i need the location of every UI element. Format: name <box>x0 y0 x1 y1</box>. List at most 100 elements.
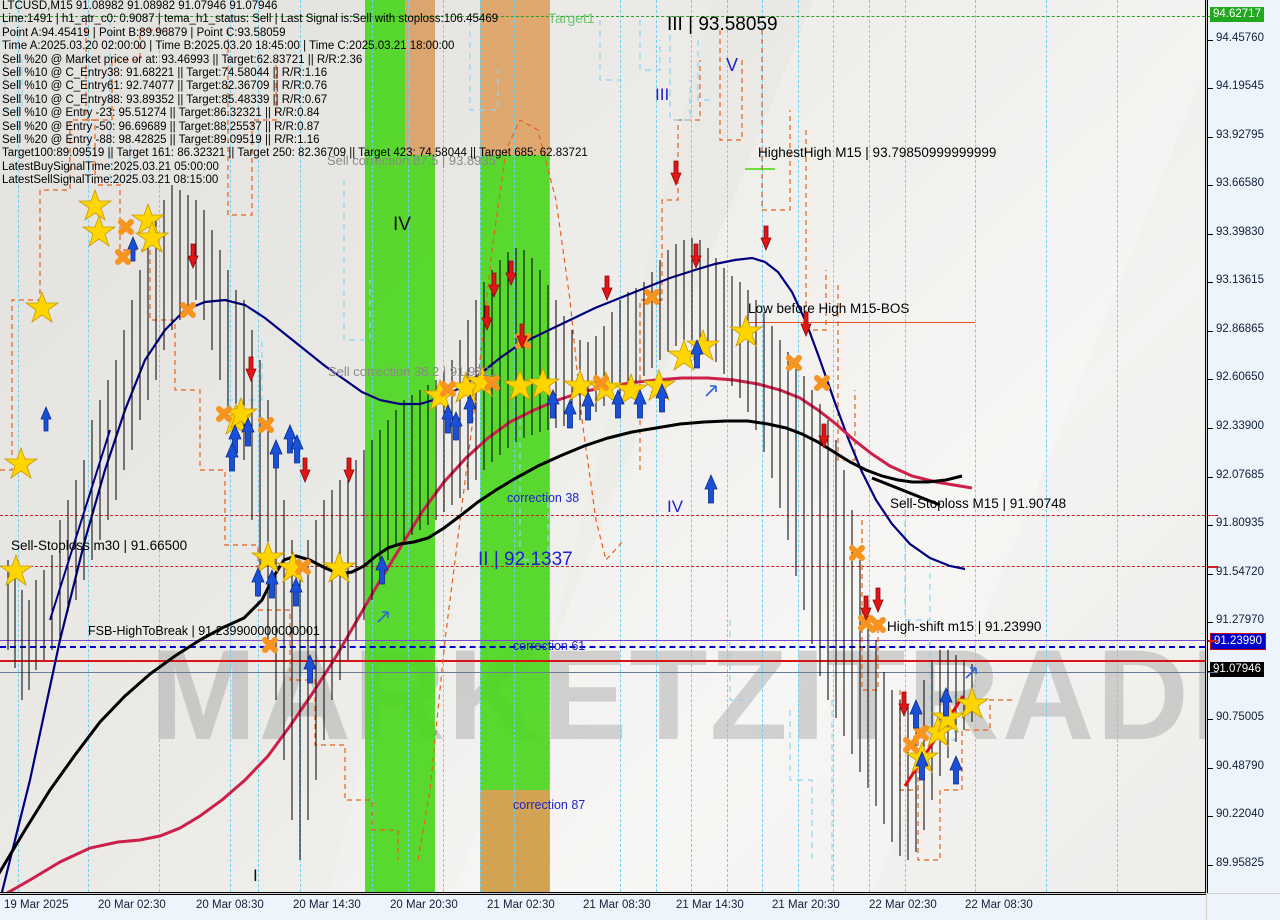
level-line-high-shift-m15-blue <box>0 646 1205 648</box>
annotation-wave-4-right: IV <box>667 497 684 516</box>
level-line-sell-stoploss-m30 <box>0 566 1205 567</box>
sell-arrow-markers <box>187 160 910 718</box>
info-line: Time A:2025.03.20 02:00:00 | Time B:2025… <box>2 40 455 53</box>
level-line-fsb-high-to-break <box>0 640 1205 641</box>
time-gridline <box>18 0 19 892</box>
price-tick-label: 93.92795 <box>1216 129 1264 141</box>
annotation-correction-38: correction 38 <box>507 491 580 505</box>
annotation-sell-correction-875: Sell correction 87.5 | 93.8935 <box>327 153 496 168</box>
session-band-orange-1 <box>480 0 550 155</box>
ma-black-line <box>0 419 963 875</box>
price-badge-bid: 91.07946 <box>1210 662 1264 677</box>
level-line-bid <box>0 660 1205 662</box>
trendline-black <box>871 476 941 507</box>
time-tick-label: 20 Mar 08:30 <box>196 899 264 911</box>
axis-marker-red-dashed <box>1208 515 1218 516</box>
info-line: LatestSellSignalTime:2025.03.21 08:15:00 <box>2 174 219 187</box>
level-line-target1 <box>0 16 1205 17</box>
annotation-wave-5: V <box>726 55 739 75</box>
buy-arrow-markers <box>40 235 963 785</box>
time-gridline <box>620 0 621 892</box>
time-gridline <box>975 0 976 892</box>
time-tick-label: 20 Mar 20:30 <box>390 899 458 911</box>
price-tick-label: 89.95825 <box>1216 857 1264 869</box>
time-gridline <box>159 0 160 892</box>
level-line-sell-stoploss-m15 <box>0 515 1205 516</box>
time-gridline <box>727 0 728 892</box>
price-tick-label: 94.19545 <box>1216 80 1264 92</box>
info-line: Sell %10 @ C_Entry61: 92.74077 || Target… <box>2 80 328 93</box>
info-line: Sell %10 @ C_Entry88: 93.89352 || Target… <box>2 93 328 106</box>
chart-graphics <box>0 20 1012 892</box>
time-gridline <box>514 0 515 892</box>
time-gridline <box>691 0 692 892</box>
time-tick-label: 21 Mar 20:30 <box>772 899 840 911</box>
annotation-sell-stoploss-m15: Sell-Stoploss M15 | 91.90748 <box>890 496 1067 511</box>
annotation-highest-high: HighestHigh M15 | 93.79850999999999 <box>758 145 997 160</box>
price-tick-label: 90.75005 <box>1216 711 1264 723</box>
time-gridline <box>798 0 799 892</box>
annotation-wave-3: III <box>655 85 670 104</box>
star-markers <box>0 188 990 774</box>
price-tick-label: 93.39830 <box>1216 226 1264 238</box>
chart-info-overlay: LTCUSD,M15 91.08982 91.08982 91.07946 91… <box>2 0 588 188</box>
price-badge-ask: 94.62717 <box>1210 7 1264 22</box>
price-tick-label: 92.07685 <box>1216 469 1264 481</box>
level-line-low-before-high <box>745 322 975 323</box>
info-line: Sell %10 @ C_Entry38: 91.68221 || Target… <box>2 67 328 80</box>
info-line: LatestBuySignalTime:2025.03.21 05:00:00 <box>2 160 219 173</box>
annotation-wave-2: II | 92.1337 <box>478 549 573 570</box>
axis-corner <box>1207 894 1280 920</box>
annotation-low-before-high: Low before High M15-BOS <box>748 301 910 316</box>
price-tick-label: 92.60650 <box>1216 371 1264 383</box>
annotation-fsb-high-to-break: FSB-HighToBreak | 91.239900000000001 <box>88 624 320 638</box>
time-gridline <box>408 0 409 892</box>
info-line: Point A:94.45419 | Point B:89.96879 | Po… <box>2 26 286 39</box>
time-tick-label: 19 Mar 2025 <box>4 899 69 911</box>
axis-marker-red <box>1208 566 1218 568</box>
trendline-navy-left <box>49 429 111 621</box>
price-tick-label: 90.48790 <box>1216 760 1264 772</box>
price-tick-label: 92.33900 <box>1216 420 1264 432</box>
price-tick-label: 93.13615 <box>1216 274 1264 286</box>
ma-red-line <box>5 376 973 892</box>
time-axis[interactable]: 19 Mar 2025 20 Mar 02:30 20 Mar 08:30 20… <box>0 894 1206 920</box>
price-tick-label: 91.27970 <box>1216 614 1264 626</box>
chart-plot-area[interactable]: MARKETZITRADE <box>0 0 1206 893</box>
time-gridline <box>905 0 906 892</box>
time-gridline <box>762 0 763 892</box>
annotation-wave-1: I <box>253 866 258 885</box>
price-tick-label: 91.54720 <box>1216 566 1264 578</box>
axis-marker-green-top <box>1208 16 1214 17</box>
time-gridline <box>656 0 657 892</box>
price-badge-level: 91.23990 <box>1210 633 1266 650</box>
price-tick-label: 92.86865 <box>1216 323 1264 335</box>
price-tick-label: 93.66580 <box>1216 177 1264 189</box>
axis-marker-gray <box>1208 672 1218 673</box>
session-band-orange-2 <box>480 790 550 892</box>
small-outline-arrow-markers <box>377 385 977 679</box>
info-line: Sell %20 @ Entry -88: 98.42825 || Target… <box>2 134 320 147</box>
price-tick-label: 91.80935 <box>1216 517 1264 529</box>
price-axis[interactable]: 94.62717 94.45760 94.19545 93.92795 93.6… <box>1207 0 1280 893</box>
time-tick-label: 20 Mar 14:30 <box>293 899 361 911</box>
time-gridline <box>258 0 259 892</box>
time-gridline <box>88 0 89 892</box>
time-tick-label: 22 Mar 02:30 <box>869 899 937 911</box>
annotation-sell-correction-382: Sell correction 38.2 | 91.9821 <box>328 364 497 379</box>
info-line: Sell %20 @ Market price or at: 93.46993 … <box>2 53 363 66</box>
annotation-wave-3-top: III | 93.58059 <box>667 14 778 35</box>
time-tick-label: 22 Mar 08:30 <box>965 899 1033 911</box>
annotation-high-shift-m15: High-shift m15 | 91.23990 <box>887 619 1042 634</box>
time-tick-label: 21 Mar 08:30 <box>583 899 651 911</box>
info-line: Line:1491 | h1_atr_c0: 0.9087 | tema_h1_… <box>2 13 499 26</box>
annotation-correction-87: correction 87 <box>513 798 586 812</box>
info-line: Target100:89.09519 || Target 161: 86.323… <box>2 147 588 160</box>
time-gridline <box>549 0 550 892</box>
price-tick-label: 94.45760 <box>1216 32 1264 44</box>
session-band-orange-top <box>405 0 435 155</box>
annotation-target1: Target1 <box>548 10 595 26</box>
annotation-wave-4-left: IV <box>393 214 411 235</box>
time-gridline <box>833 0 834 892</box>
price-tick-label: 90.22040 <box>1216 808 1264 820</box>
